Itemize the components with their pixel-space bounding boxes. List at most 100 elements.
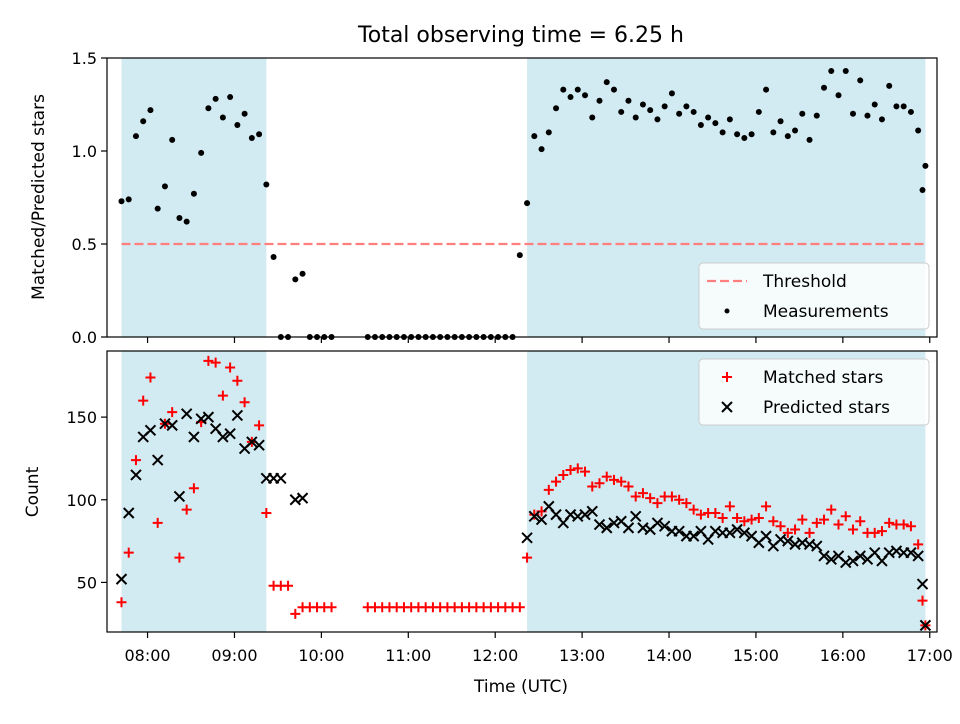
data-point — [828, 68, 835, 75]
legend-box — [698, 358, 930, 426]
legend: Matched stars Predicted stars — [698, 358, 930, 426]
x-tick-label: 08:00 — [125, 646, 171, 665]
data-point — [886, 82, 893, 89]
data-point — [697, 121, 704, 128]
data-point — [854, 550, 866, 562]
data-point — [790, 524, 801, 535]
data-point — [913, 539, 924, 550]
data-point — [813, 112, 820, 119]
data-point — [912, 550, 924, 562]
data-point — [594, 478, 605, 489]
x-tick-label: 15:00 — [733, 646, 779, 665]
data-point — [761, 501, 772, 512]
x-tick-label: 12:00 — [472, 646, 518, 665]
data-point — [169, 136, 176, 143]
data-point — [821, 84, 828, 91]
data-point — [654, 116, 661, 123]
legend-label: Matched stars — [763, 368, 883, 388]
data-point — [167, 407, 178, 418]
data-point — [695, 509, 706, 520]
data-point — [847, 555, 859, 567]
data-point — [326, 602, 337, 613]
top-panel: 0.0 0.5 1.0 1.5 Threshold Measurements — [72, 49, 938, 347]
y-tick-label: 50 — [77, 573, 97, 592]
data-point — [712, 120, 719, 127]
data-point — [616, 476, 627, 487]
data-point — [589, 114, 596, 121]
data-point — [524, 200, 531, 207]
data-point — [522, 552, 533, 563]
data-point — [666, 491, 677, 502]
data-point — [183, 218, 190, 225]
data-point — [516, 252, 523, 259]
data-point — [531, 133, 538, 140]
data-point — [123, 547, 134, 558]
data-point — [132, 133, 139, 140]
data-point — [724, 527, 736, 539]
legend-box — [698, 262, 930, 330]
data-point — [746, 514, 757, 525]
data-point — [855, 516, 866, 527]
data-point — [130, 469, 142, 481]
data-point — [871, 101, 878, 108]
data-point — [232, 375, 243, 386]
data-point — [154, 205, 161, 212]
data-point — [212, 95, 219, 102]
data-point — [225, 362, 236, 373]
data-point — [623, 481, 634, 492]
data-point — [248, 134, 255, 141]
data-point — [842, 68, 849, 75]
y-tick-label: 100 — [66, 491, 97, 510]
data-point — [299, 270, 306, 277]
data-point — [833, 519, 844, 530]
data-point — [543, 484, 554, 495]
data-point — [919, 619, 932, 632]
x-tick-label: 14:00 — [646, 646, 692, 665]
data-point — [152, 517, 163, 528]
data-point — [673, 525, 685, 537]
bottom-panel: 50 100 150 08:00 09:00 10:00 11:00 12:00 13:00 14… — [66, 350, 953, 665]
data-point — [782, 535, 794, 547]
data-point — [125, 196, 132, 203]
y-tick-label: 150 — [66, 408, 97, 427]
data-point — [618, 108, 625, 115]
data-point — [217, 431, 229, 443]
data-point — [181, 504, 192, 515]
data-point — [732, 512, 743, 523]
data-point — [819, 514, 830, 525]
data-point — [651, 517, 664, 529]
data-point — [916, 578, 929, 590]
data-point — [572, 463, 583, 474]
data-point — [593, 518, 606, 531]
data-point — [876, 526, 887, 537]
data-point — [224, 427, 236, 440]
data-point — [586, 505, 598, 518]
data-point — [565, 465, 576, 476]
x-tick-label: 09:00 — [211, 646, 257, 665]
data-point — [630, 491, 641, 502]
data-point — [760, 530, 772, 542]
data-point — [763, 86, 770, 93]
data-point — [917, 595, 928, 606]
data-point — [180, 408, 193, 420]
data-point — [898, 519, 909, 530]
y-tick-label: 1.0 — [72, 142, 97, 161]
data-point — [825, 553, 837, 565]
data-point — [241, 110, 248, 117]
data-point — [661, 103, 668, 110]
data-point — [123, 507, 135, 519]
y-tick-label: 1.5 — [72, 49, 97, 68]
data-point — [893, 103, 900, 110]
data-point — [580, 466, 591, 477]
legend-cross-swatch — [721, 401, 733, 413]
data-point — [263, 181, 270, 188]
data-point — [161, 183, 168, 190]
data-point — [726, 116, 733, 123]
data-point — [138, 395, 149, 406]
data-point — [296, 492, 309, 504]
data-point — [905, 521, 916, 532]
data-point — [770, 129, 777, 136]
data-point — [690, 108, 697, 115]
data-point — [804, 527, 815, 538]
data-point — [637, 488, 648, 499]
